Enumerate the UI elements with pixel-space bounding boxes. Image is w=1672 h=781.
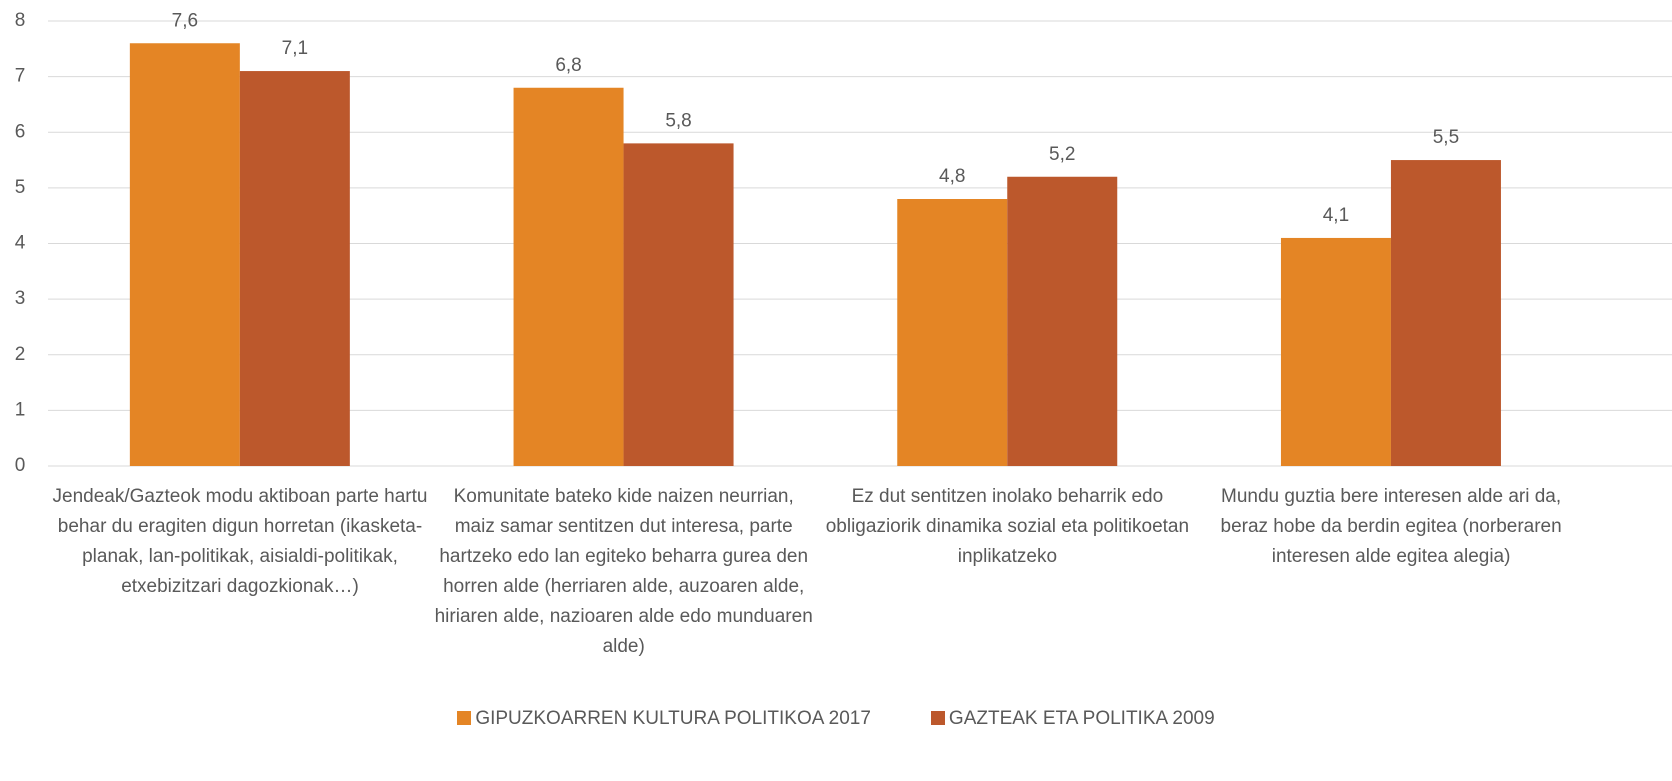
bar	[1007, 176, 1118, 466]
data-label: 4,8	[939, 166, 965, 187]
x-tick-label: Jendeak/Gazteok modu aktiboan parte hart…	[52, 486, 428, 597]
y-tick-label: 7	[15, 66, 26, 87]
legend: GIPUZKOARREN KULTURA POLITIKOA 2017 GAZTE…	[0, 708, 1672, 730]
bar	[897, 199, 1008, 466]
data-label: 5,2	[1049, 144, 1075, 165]
y-tick-label: 8	[15, 10, 26, 31]
data-label: 6,8	[555, 55, 581, 76]
y-tick-label: 3	[15, 288, 26, 309]
legend-label: GAZTEAK ETA POLITIKA 2009	[948, 708, 1215, 729]
y-tick-label: 5	[15, 177, 26, 198]
y-tick-label: 6	[15, 121, 26, 142]
y-tick-label: 1	[15, 399, 26, 420]
data-label: 4,1	[1323, 205, 1349, 226]
data-label: 7,1	[282, 38, 308, 59]
bar	[1280, 237, 1391, 466]
x-tick-label: Komunitate bateko kide naizen neurrian, …	[434, 486, 813, 657]
data-label: 5,5	[1433, 127, 1459, 148]
bar	[129, 43, 240, 466]
data-label: 7,6	[172, 10, 198, 31]
legend-swatch	[457, 711, 472, 725]
y-tick-label: 0	[15, 455, 26, 476]
bar	[239, 71, 350, 466]
legend-swatch	[930, 711, 945, 725]
legend-item: GAZTEAK ETA POLITIKA 2009	[930, 708, 1215, 730]
y-tick-label: 4	[15, 233, 26, 254]
bar	[513, 87, 624, 466]
data-label: 5,8	[665, 110, 691, 131]
bar	[623, 143, 734, 466]
legend-item: GIPUZKOARREN KULTURA POLITIKOA 2017	[457, 708, 871, 730]
x-tick-label: Ez dut sentitzen inolako beharrik edo ob…	[825, 486, 1190, 567]
x-tick-label: Mundu guztia bere interesen alde ari da,…	[1220, 486, 1562, 567]
y-tick-label: 2	[15, 344, 26, 365]
bar	[1390, 160, 1501, 466]
legend-label: GIPUZKOARREN KULTURA POLITIKOA 2017	[475, 708, 871, 729]
